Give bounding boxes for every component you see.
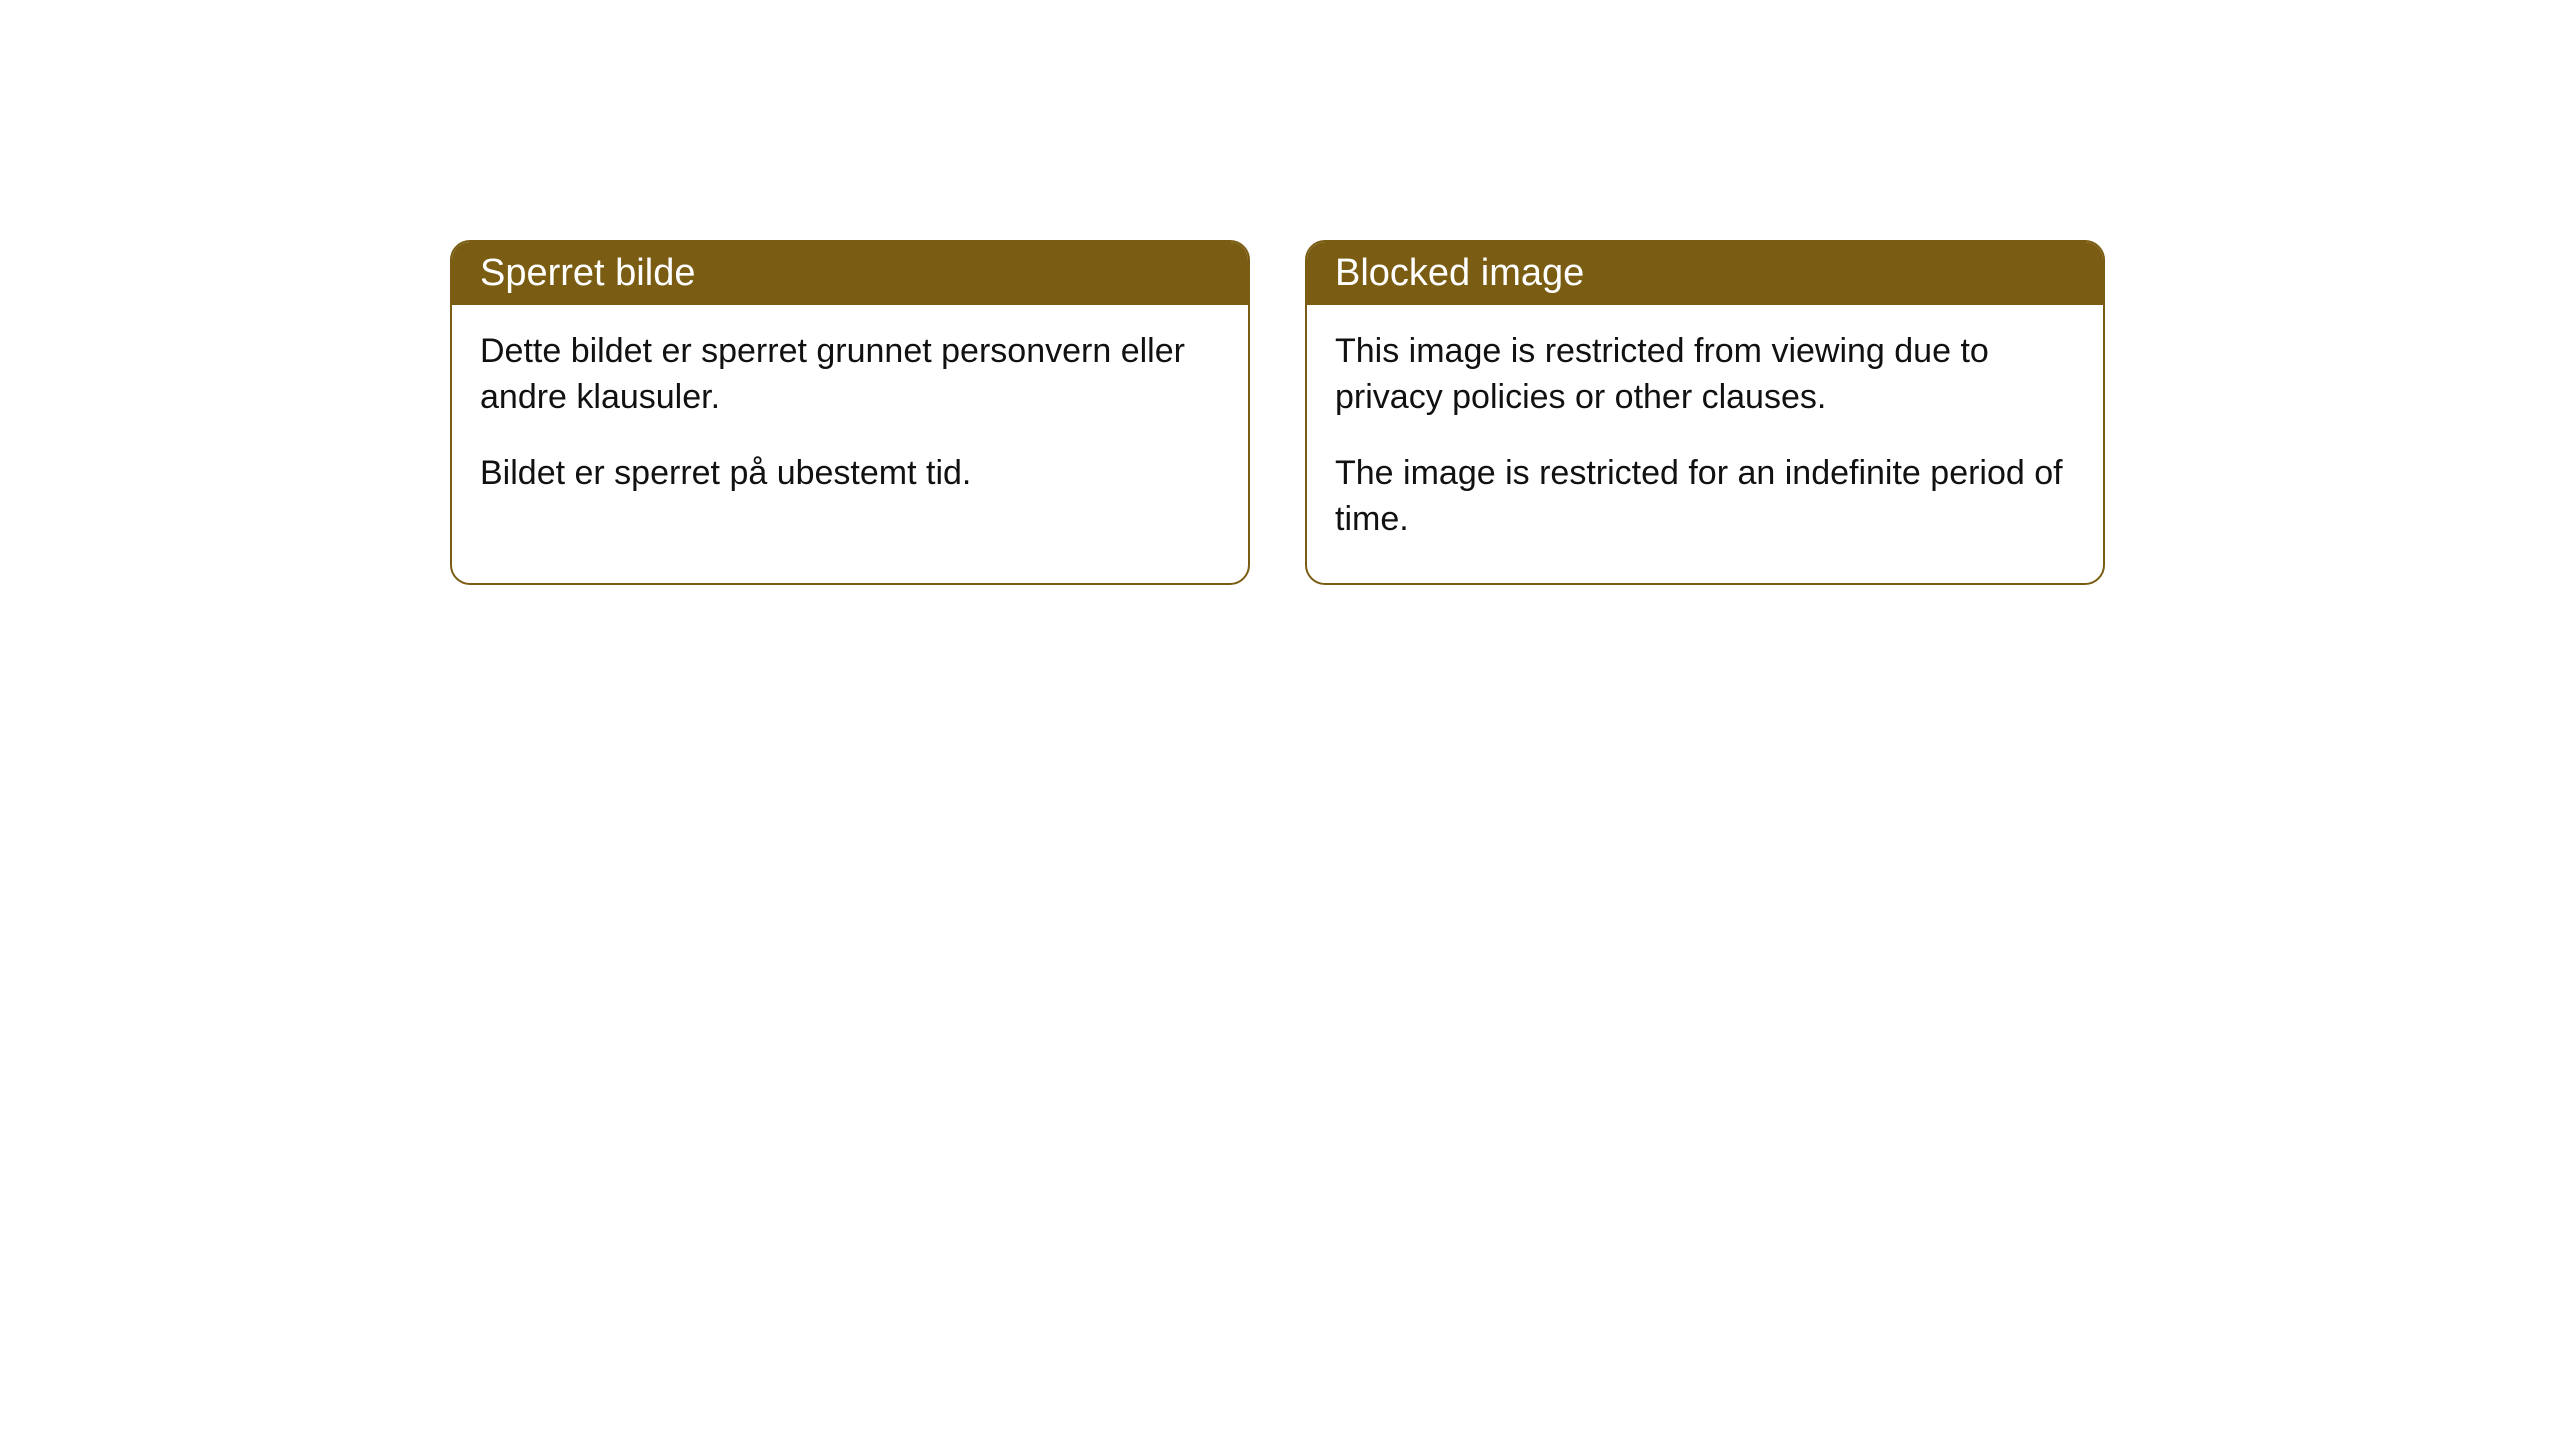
card-paragraph: This image is restricted from viewing du…: [1335, 329, 2075, 421]
card-header: Blocked image: [1307, 242, 2103, 305]
card-paragraph: Dette bildet er sperret grunnet personve…: [480, 329, 1220, 421]
notice-cards-container: Sperret bilde Dette bildet er sperret gr…: [450, 240, 2560, 585]
card-header: Sperret bilde: [452, 242, 1248, 305]
card-title: Sperret bilde: [480, 252, 695, 294]
card-body: Dette bildet er sperret grunnet personve…: [452, 305, 1248, 537]
blocked-image-card-norwegian: Sperret bilde Dette bildet er sperret gr…: [450, 240, 1250, 585]
blocked-image-card-english: Blocked image This image is restricted f…: [1305, 240, 2105, 585]
card-body: This image is restricted from viewing du…: [1307, 305, 2103, 583]
card-title: Blocked image: [1335, 252, 1584, 294]
card-paragraph: Bildet er sperret på ubestemt tid.: [480, 451, 1220, 497]
card-paragraph: The image is restricted for an indefinit…: [1335, 451, 2075, 543]
